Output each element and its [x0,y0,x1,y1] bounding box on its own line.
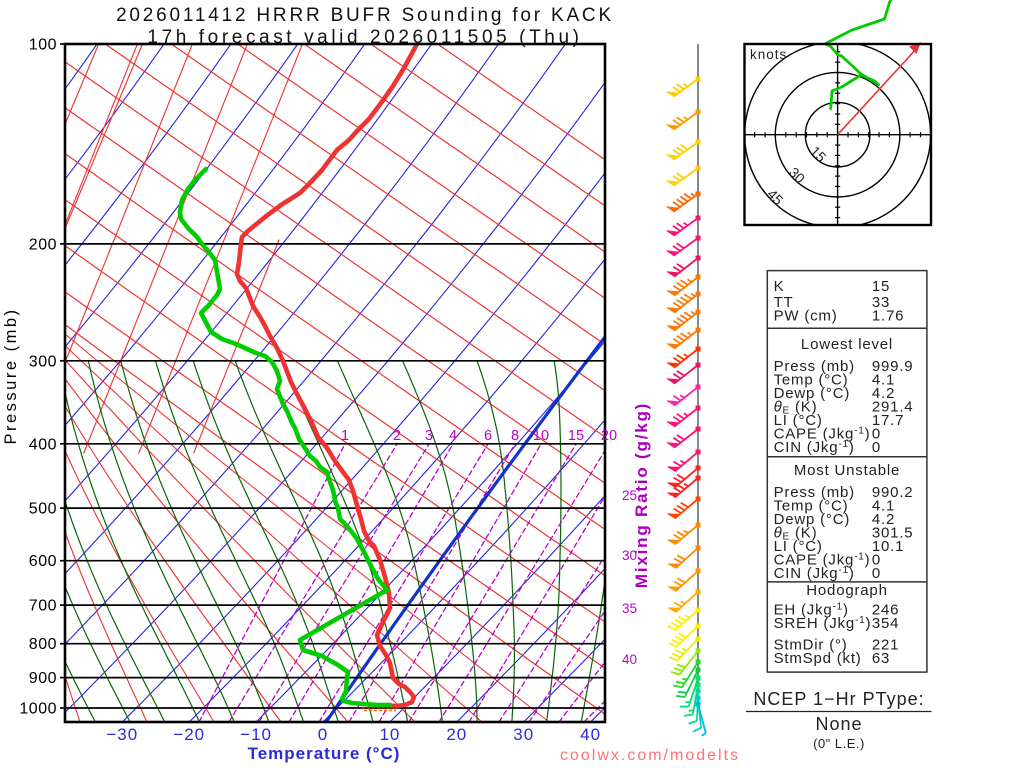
svg-text:15: 15 [807,143,829,165]
svg-text:0: 0 [318,725,328,744]
svg-text:None: None [815,714,862,734]
svg-text:100: 100 [29,37,57,54]
svg-text:6: 6 [484,428,492,444]
svg-text:40: 40 [580,725,601,744]
svg-text:coolwx.com/modelts: coolwx.com/modelts [560,747,740,764]
svg-text:1.76: 1.76 [872,308,904,325]
svg-text:knots: knots [750,47,787,62]
svg-text:LI (°C): LI (°C) [774,412,823,429]
svg-text:1: 1 [341,428,349,444]
svg-text:40: 40 [622,652,637,667]
svg-text:45: 45 [764,186,786,208]
svg-text:35: 35 [622,601,637,616]
svg-text:Dewp (°C): Dewp (°C) [774,385,851,402]
svg-text:Pressure (mb): Pressure (mb) [2,307,20,444]
svg-text:8: 8 [511,428,519,444]
svg-text:200: 200 [29,236,57,253]
svg-text:Press (mb): Press (mb) [774,484,855,501]
svg-text:999.9: 999.9 [872,358,914,375]
svg-text:K: K [774,278,785,295]
svg-text:354: 354 [872,615,899,632]
svg-text:Dewp (°C): Dewp (°C) [774,511,851,528]
svg-text:Mixing Ratio (g/kg): Mixing Ratio (g/kg) [632,402,651,588]
svg-text:300: 300 [29,353,57,370]
svg-text:20: 20 [446,725,467,744]
svg-text:400: 400 [29,436,57,453]
svg-text:600: 600 [29,553,57,570]
svg-text:800: 800 [29,636,57,653]
svg-text:LI (°C): LI (°C) [774,538,823,555]
svg-text:291.4: 291.4 [872,399,914,416]
svg-text:0: 0 [872,565,881,582]
svg-text:EH (Jkg-1): EH (Jkg-1) [774,602,849,619]
svg-text:15: 15 [568,428,584,444]
svg-text:NCEP 1−Hr PType:: NCEP 1−Hr PType: [753,689,924,709]
svg-text:CAPE (Jkg-1): CAPE (Jkg-1) [774,426,871,443]
svg-text:10: 10 [379,725,400,744]
svg-text:CIN (Jkg-1): CIN (Jkg-1) [774,565,855,582]
svg-text:4.2: 4.2 [872,511,895,528]
svg-text:33: 33 [872,294,890,311]
svg-text:StmDir (°): StmDir (°) [774,637,848,654]
svg-text:15: 15 [872,278,890,295]
svg-text:30: 30 [786,164,808,186]
svg-text:(0" L.E.): (0" L.E.) [813,736,865,751]
svg-text:−10: −10 [240,725,272,744]
svg-text:221: 221 [872,637,899,654]
svg-text:−30: −30 [106,725,138,744]
svg-text:246: 246 [872,602,899,619]
svg-text:30: 30 [513,725,534,744]
svg-text:Hodograph: Hodograph [806,582,887,599]
svg-text:PW (cm): PW (cm) [774,308,838,325]
svg-text:2026011412 HRRR BUFR Sounding: 2026011412 HRRR BUFR Sounding for KACK [116,5,614,26]
svg-text:TT: TT [774,294,794,311]
svg-text:63: 63 [872,650,890,667]
svg-text:4.1: 4.1 [872,372,895,389]
svg-text:CAPE (Jkg-1): CAPE (Jkg-1) [774,552,871,569]
svg-text:500: 500 [29,501,57,518]
svg-text:25: 25 [622,488,637,503]
svg-text:10.1: 10.1 [872,538,904,555]
svg-text:Temperature (°C): Temperature (°C) [248,744,401,763]
svg-text:Lowest level: Lowest level [801,336,893,353]
svg-text:−20: −20 [173,725,205,744]
svg-text:17h forecast valid 2026011505: 17h forecast valid 2026011505 (Thu) [147,27,582,48]
svg-text:2: 2 [393,428,401,444]
svg-text:Temp (°C): Temp (°C) [774,498,849,515]
svg-text:4: 4 [449,428,457,444]
svg-text:20: 20 [601,428,617,444]
svg-text:3: 3 [425,428,433,444]
svg-text:301.5: 301.5 [872,525,914,542]
svg-text:Most Unstable: Most Unstable [794,462,900,479]
svg-text:30: 30 [622,548,637,563]
svg-text:1000: 1000 [19,701,57,718]
svg-text:Press (mb): Press (mb) [774,358,855,375]
svg-text:17.7: 17.7 [872,412,904,429]
svg-text:CIN (Jkg-1): CIN (Jkg-1) [774,439,855,456]
svg-text:900: 900 [29,670,57,687]
svg-text:4.1: 4.1 [872,498,895,515]
svg-text:Temp (°C): Temp (°C) [774,372,849,389]
svg-text:4.2: 4.2 [872,385,895,402]
svg-text:10: 10 [533,428,549,444]
svg-text:0: 0 [872,552,881,569]
svg-text:990.2: 990.2 [872,484,914,501]
svg-text:StmSpd (kt): StmSpd (kt) [774,650,862,667]
svg-text:SREH (Jkg-1): SREH (Jkg-1) [774,615,872,632]
svg-text:0: 0 [872,439,881,456]
svg-text:700: 700 [29,598,57,615]
svg-text:0: 0 [872,426,881,443]
